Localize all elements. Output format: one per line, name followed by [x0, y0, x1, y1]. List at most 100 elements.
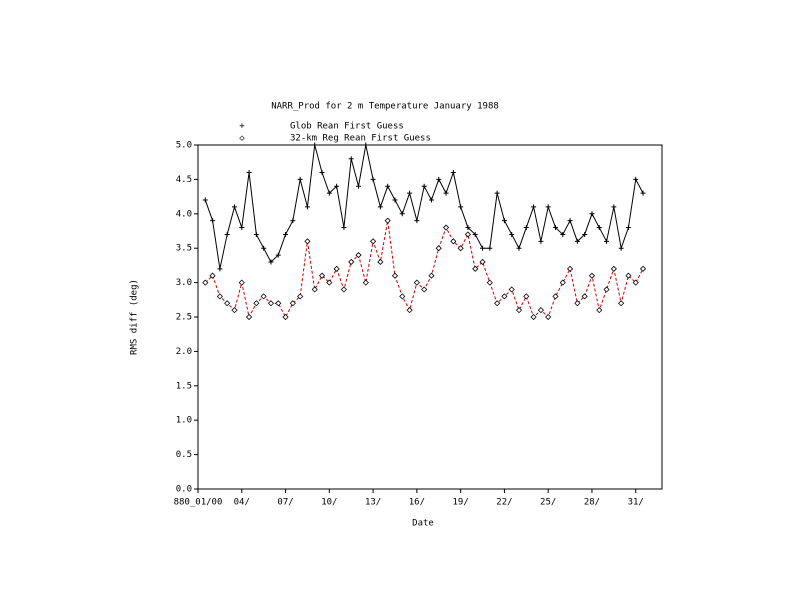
- plus-marker: [356, 183, 362, 189]
- x-tick-label: 16/: [409, 498, 425, 508]
- diamond-marker: [450, 238, 457, 245]
- diamond-marker: [260, 293, 267, 300]
- diamond-marker: [340, 286, 347, 293]
- y-tick-label: 4.5: [176, 175, 192, 185]
- plus-marker: [421, 183, 427, 189]
- plus-marker: [385, 183, 391, 189]
- diamond-marker: [523, 293, 530, 300]
- diamond-marker: [399, 293, 406, 300]
- plus-marker: [552, 225, 558, 231]
- plus-marker: [334, 183, 340, 189]
- plus-marker: [509, 231, 515, 237]
- plus-marker: [574, 238, 580, 244]
- diamond-marker: [370, 238, 377, 245]
- diamond-marker: [384, 217, 391, 224]
- plus-marker: [407, 190, 413, 196]
- y-tick-label: 5.0: [176, 141, 192, 151]
- diamond-marker: [216, 293, 223, 300]
- plus-marker: [436, 176, 442, 182]
- plus-marker: [202, 197, 208, 203]
- x-tick-label: 10/: [321, 498, 337, 508]
- y-tick-label: 4.0: [176, 209, 192, 219]
- diamond-marker: [639, 265, 647, 272]
- plus-marker: [560, 231, 566, 237]
- diamond-marker: [377, 258, 384, 266]
- plus-marker: [297, 176, 303, 182]
- plus-marker: [596, 225, 602, 231]
- y-tick-label: 2.0: [176, 347, 192, 357]
- y-tick-label: 1.0: [176, 416, 192, 426]
- series-line: [204, 144, 644, 269]
- y-tick-label: 2.5: [176, 313, 192, 323]
- plus-marker: [545, 204, 551, 210]
- plus-marker: [625, 225, 631, 231]
- diamond-marker: [267, 300, 275, 307]
- diamond-marker: [224, 300, 231, 307]
- plus-marker: [341, 225, 347, 231]
- plus-marker: [472, 231, 478, 237]
- diamond-marker: [202, 279, 209, 286]
- plus-marker: [458, 204, 464, 210]
- diamond-marker: [442, 224, 450, 231]
- plus-marker: [246, 170, 252, 176]
- diamond-marker: [552, 293, 559, 300]
- diamond-marker: [275, 300, 282, 307]
- diamond-marker: [545, 313, 552, 321]
- plus-marker: [633, 176, 639, 182]
- x-tick-label: 31/: [628, 498, 644, 508]
- diamond-marker: [596, 307, 603, 314]
- diamond-marker: [632, 279, 639, 286]
- diamond-marker: [435, 245, 442, 252]
- plus-marker: [348, 156, 354, 162]
- plus-marker: [611, 204, 617, 210]
- diamond-marker: [479, 258, 486, 266]
- diamond-marker: [333, 265, 340, 272]
- plus-marker: [531, 204, 537, 210]
- legend-symbol: ◇: [239, 134, 245, 144]
- plus-marker: [253, 231, 259, 237]
- legend-label: 32-km Reg Rean First Guess: [290, 134, 431, 144]
- diamond-marker: [567, 265, 574, 272]
- diamond-marker: [406, 307, 413, 314]
- diamond-marker: [246, 313, 253, 321]
- diamond-marker: [530, 313, 537, 321]
- plus-marker: [231, 204, 237, 210]
- plus-marker: [290, 218, 296, 224]
- plus-marker: [363, 142, 369, 148]
- plus-marker: [604, 238, 610, 244]
- plus-marker: [443, 190, 449, 196]
- plus-marker: [618, 245, 624, 251]
- x-tick-label: 25/: [540, 498, 556, 508]
- plus-marker: [480, 245, 486, 251]
- x-tick-label: 07/: [277, 498, 293, 508]
- x-tick-label: 13/: [365, 498, 381, 508]
- plus-marker: [377, 204, 383, 210]
- chart-title: NARR_Prod for 2 m Temperature January 19…: [271, 102, 499, 112]
- diamond-marker: [486, 279, 493, 286]
- diamond-marker: [231, 307, 238, 314]
- diamond-marker: [559, 279, 566, 286]
- diamond-marker: [355, 252, 362, 259]
- plus-marker: [428, 197, 434, 203]
- diamond-marker: [464, 231, 472, 238]
- legend-label: Glob Rean First Guess: [290, 122, 404, 132]
- diamond-marker: [348, 258, 355, 266]
- x-tick-label: 28/: [584, 498, 600, 508]
- plus-marker: [487, 245, 493, 251]
- diamond-marker: [413, 279, 420, 286]
- diamond-marker: [428, 272, 435, 279]
- y-tick-label: 3.0: [176, 278, 192, 288]
- y-tick-label: 1.5: [176, 381, 192, 391]
- plus-marker: [414, 218, 420, 224]
- diamond-marker: [625, 272, 632, 279]
- plus-marker: [392, 197, 398, 203]
- plus-marker: [261, 245, 267, 251]
- diamond-marker: [494, 300, 501, 307]
- diamond-marker: [603, 286, 610, 293]
- plus-marker: [516, 245, 522, 251]
- plus-marker: [589, 211, 595, 217]
- x-tick-label: 04/: [234, 498, 250, 508]
- plus-marker: [224, 231, 230, 237]
- diamond-marker: [209, 272, 216, 279]
